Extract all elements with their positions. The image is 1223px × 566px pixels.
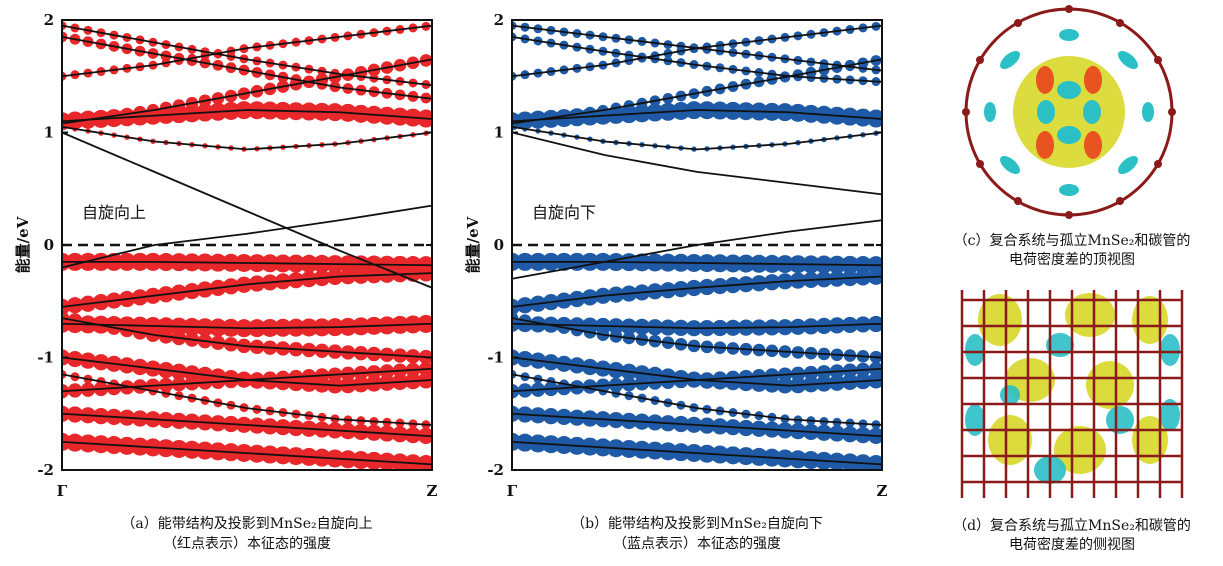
- projection-dots: [509, 124, 878, 152]
- y-tick-label: 0: [494, 236, 504, 254]
- side-view-image: [962, 290, 1182, 498]
- y-tick-label: -2: [37, 461, 54, 479]
- caption: （b）能带结构及投影到MnSe₂自旋向下: [571, 516, 823, 532]
- projection-dots: [54, 265, 434, 315]
- y-axis-label: 能量/eV: [464, 216, 482, 273]
- band-line: [512, 133, 882, 195]
- top-view-image: [962, 5, 1176, 219]
- y-tick-label: 1: [494, 124, 504, 142]
- figure: -2 -1 0 1 2 Γ Z 能量/eV 自旋向上 （a）能带结构及投影到MnSe₂自旋向上 （红…: [0, 0, 1223, 562]
- caption: （c）复合系统与孤立MnSe₂和碳管的: [954, 232, 1191, 249]
- projection-dots: [59, 124, 428, 152]
- y-tick-label: 2: [494, 11, 504, 29]
- projection-dots: [504, 269, 884, 315]
- x-tick-label: Z: [877, 482, 888, 500]
- annotation: 自旋向下: [532, 203, 596, 222]
- y-tick-label: 0: [44, 236, 54, 254]
- y-tick-label: 2: [44, 11, 54, 29]
- y-tick-label: -1: [37, 349, 54, 367]
- caption: 电荷密度差的顶视图: [1009, 251, 1135, 268]
- caption: （红点表示）本征态的强度: [163, 536, 331, 552]
- band-plot: [53, 21, 435, 473]
- caption: （蓝点表示）本征态的强度: [613, 536, 781, 552]
- y-tick-label: -2: [487, 461, 504, 479]
- y-tick-label: 1: [44, 124, 54, 142]
- x-tick-label: Γ: [507, 482, 518, 500]
- y-axis-label: 能量/eV: [14, 216, 32, 273]
- band-line: [62, 127, 432, 150]
- band-plot: [503, 21, 885, 473]
- caption: 电荷密度差的侧视图: [1009, 536, 1135, 553]
- x-tick-label: Z: [427, 482, 438, 500]
- annotation: 自旋向上: [82, 203, 146, 222]
- caption: （d）复合系统与孤立MnSe₂和碳管的: [953, 517, 1191, 534]
- x-tick-label: Γ: [57, 482, 68, 500]
- caption: （a）能带结构及投影到MnSe₂自旋向上: [121, 516, 372, 532]
- y-tick-label: -1: [487, 349, 504, 367]
